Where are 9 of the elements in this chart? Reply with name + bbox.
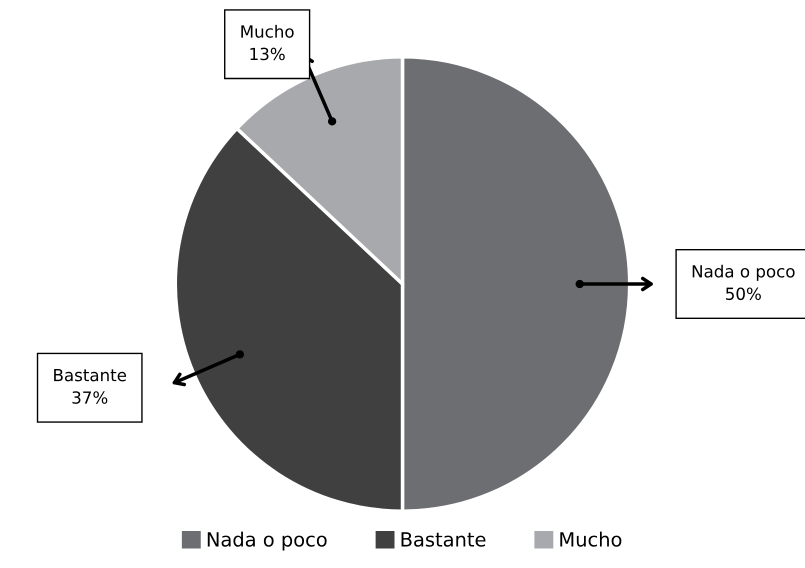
data-label: 50% [726, 287, 761, 300]
data-label: 13% [250, 48, 285, 60]
legend-label: Mucho [560, 532, 622, 547]
legend-label: Nada o poco [208, 532, 327, 550]
slice-label: Mucho [241, 24, 294, 38]
slice-label: Nada o poco [692, 264, 795, 281]
slice-label: Bastante [54, 368, 126, 382]
data-label: 37% [72, 391, 108, 404]
legend-label: Bastante [402, 532, 486, 547]
